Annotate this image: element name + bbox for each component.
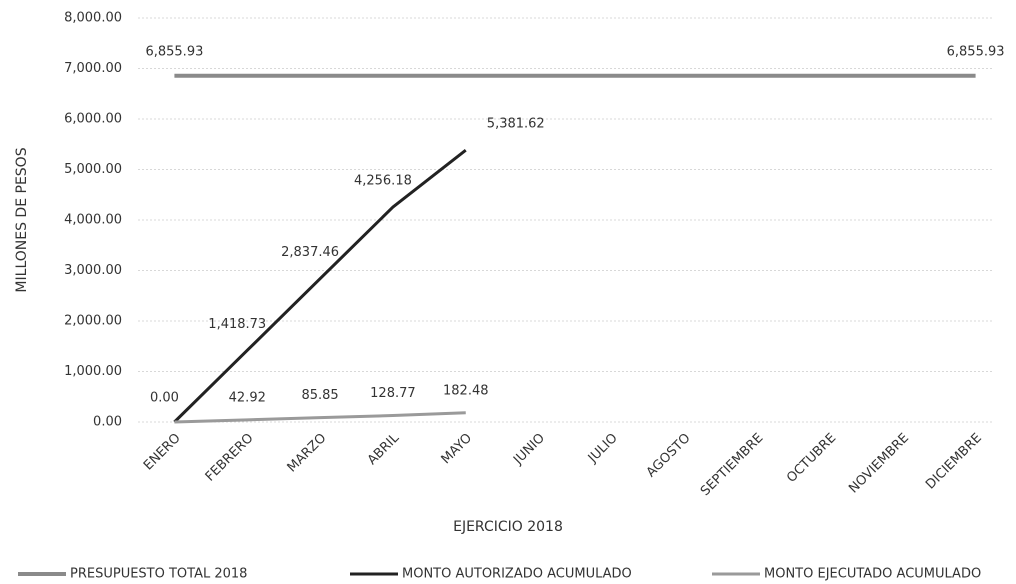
x-tick-label: NOVIEMBRE — [846, 431, 912, 497]
x-tick-label: DICIEMBRE — [923, 431, 985, 493]
data-label: 1,418.73 — [208, 317, 266, 332]
data-label: 128.77 — [370, 386, 416, 401]
data-label: 85.85 — [301, 388, 338, 403]
y-tick-label: 3,000.00 — [64, 263, 122, 278]
series-line — [173, 149, 467, 424]
x-tick-label: ABRIL — [365, 430, 403, 468]
legend-label: PRESUPUESTO TOTAL 2018 — [70, 567, 247, 582]
x-tick-label: JULIO — [585, 431, 621, 467]
legend-label: MONTO EJECUTADO ACUMULADO — [764, 567, 981, 582]
x-tick-label: SEPTIEMBRE — [698, 431, 766, 499]
y-tick-label: 7,000.00 — [64, 61, 122, 76]
data-label: 2,837.46 — [281, 245, 339, 260]
y-tick-label: 2,000.00 — [64, 314, 122, 329]
legend-label: MONTO AUTORIZADO ACUMULADO — [402, 567, 632, 582]
y-axis-title: MILLONES DE PESOS — [14, 147, 30, 292]
data-label: 42.92 — [229, 390, 266, 405]
y-tick-label: 8,000.00 — [64, 11, 122, 26]
x-tick-label: JUNIO — [510, 431, 548, 469]
data-label: 4,256.18 — [354, 174, 412, 189]
x-tick-label: MAYO — [439, 431, 475, 467]
series-line — [174, 411, 466, 424]
x-tick-label: ENERO — [141, 431, 184, 474]
y-tick-label: 4,000.00 — [64, 213, 122, 228]
x-tick-label: FEBRERO — [203, 431, 257, 485]
data-label: 0.00 — [150, 391, 179, 406]
y-tick-label: 6,000.00 — [64, 112, 122, 127]
data-label: 6,855.93 — [145, 44, 203, 59]
data-label: 6,855.93 — [947, 44, 1005, 59]
y-tick-label: 5,000.00 — [64, 162, 122, 177]
x-tick-label: OCTUBRE — [784, 431, 839, 486]
data-label: 182.48 — [443, 383, 489, 398]
y-tick-label: 0.00 — [93, 415, 122, 430]
x-tick-label: AGOSTO — [644, 431, 694, 481]
x-axis-title: EJERCICIO 2018 — [453, 519, 563, 535]
y-tick-label: 1,000.00 — [64, 364, 122, 379]
x-tick-label: MARZO — [285, 431, 330, 476]
data-label: 5,381.62 — [487, 117, 545, 132]
